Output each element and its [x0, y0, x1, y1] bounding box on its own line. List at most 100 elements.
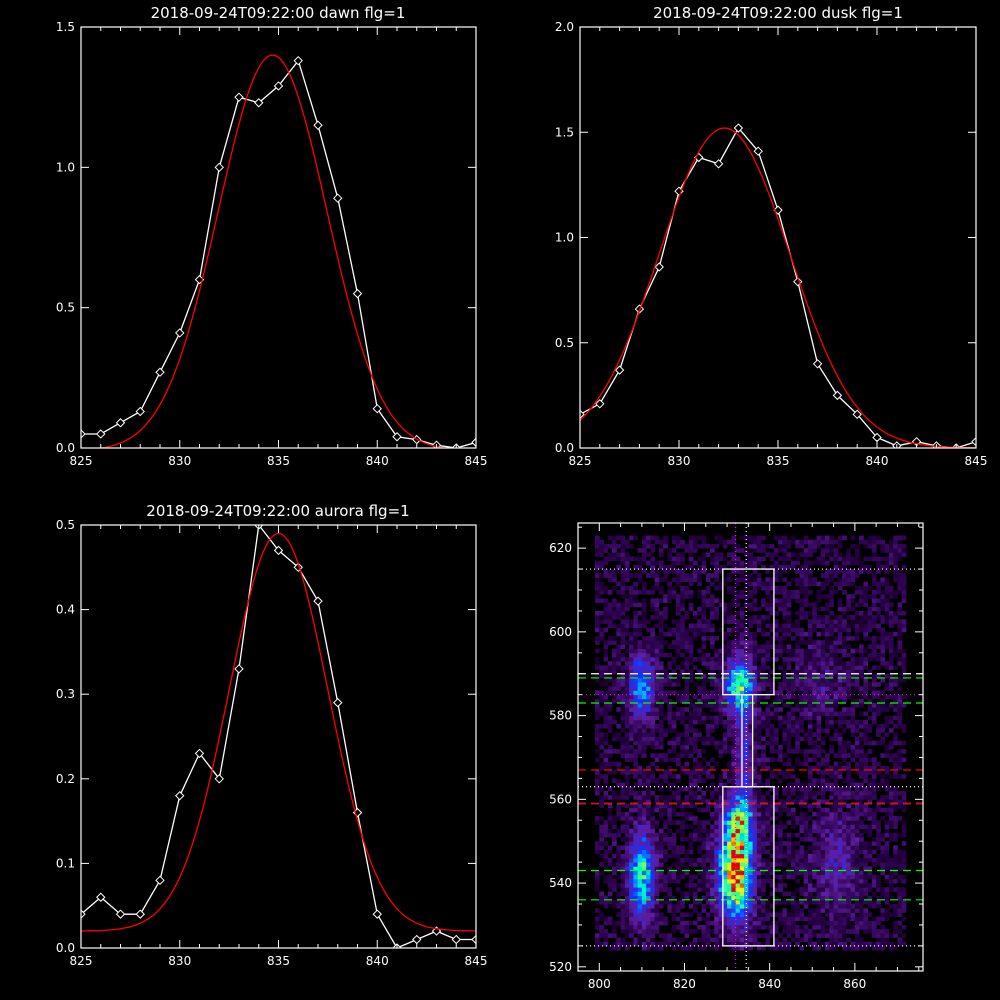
heatmap-cell	[735, 853, 741, 859]
heatmap-cell	[612, 862, 617, 867]
heatmap-cell	[808, 569, 813, 574]
heatmap-cell	[624, 866, 630, 871]
heatmap-cell	[786, 790, 792, 796]
heatmap-cell	[667, 665, 673, 670]
heatmap-cell	[850, 904, 856, 909]
heatmap-cell	[663, 535, 668, 541]
heatmap-cell	[744, 728, 749, 733]
heatmap-cell	[735, 857, 741, 863]
heatmap-cell	[654, 778, 660, 783]
heatmap-cell	[616, 581, 621, 587]
heatmap-cell	[769, 728, 775, 733]
heatmap-cell	[765, 690, 771, 696]
heatmap-cell	[718, 862, 724, 867]
data-point	[155, 367, 165, 377]
heatmap-cell	[854, 703, 860, 708]
heatmap-cell	[654, 648, 660, 654]
heatmap-cell	[705, 803, 711, 809]
heatmap-cell	[752, 615, 758, 620]
heatmap-cell	[667, 841, 673, 846]
heatmap-cell	[727, 845, 732, 850]
heatmap-cell	[739, 573, 745, 578]
heatmap-cell	[688, 548, 694, 553]
heatmap-cell	[765, 589, 771, 595]
heatmap-cell	[795, 569, 800, 574]
heatmap-cell	[744, 627, 749, 633]
heatmap-cell	[650, 912, 656, 917]
heatmap-cell	[629, 820, 634, 825]
heatmap-cell	[637, 870, 643, 876]
heatmap-cell	[637, 686, 643, 691]
heatmap-cell	[654, 904, 660, 909]
heatmap-cell	[786, 933, 792, 938]
heatmap-cell	[595, 790, 600, 796]
x-tick-label: 825	[569, 454, 592, 468]
heatmap-cell	[603, 904, 609, 909]
heatmap-cell	[654, 837, 660, 842]
heatmap-cell	[867, 895, 873, 901]
heatmap-cell	[782, 610, 788, 616]
heatmap-cell	[803, 904, 809, 909]
heatmap-cell	[646, 698, 651, 704]
heatmap-cell	[599, 698, 604, 704]
heatmap-cell	[671, 929, 677, 934]
heatmap-cell	[812, 606, 817, 612]
heatmap-cell	[778, 606, 783, 612]
heatmap-cell	[637, 648, 643, 654]
heatmap-cell	[607, 636, 613, 641]
heatmap-cell	[790, 807, 796, 813]
heatmap-cell	[671, 669, 677, 675]
heatmap-cell	[803, 853, 809, 859]
heatmap-cell	[799, 598, 805, 603]
heatmap-cell	[825, 640, 830, 645]
heatmap-cell	[812, 912, 817, 917]
heatmap-cell	[859, 669, 864, 675]
heatmap-cell	[803, 753, 809, 758]
heatmap-cell	[637, 828, 643, 834]
heatmap-cell	[825, 824, 830, 830]
heatmap-cell	[854, 916, 860, 922]
heatmap-cell	[769, 774, 775, 779]
heatmap-cell	[833, 732, 839, 737]
heatmap-cell	[693, 740, 698, 746]
heatmap-cell	[748, 816, 754, 821]
heatmap-cell	[846, 870, 851, 876]
heatmap-cell	[603, 874, 609, 880]
heatmap-cell	[607, 569, 613, 574]
heatmap-cell	[863, 753, 869, 758]
heatmap-cell	[829, 862, 834, 867]
y-tick-label: 0.3	[56, 687, 75, 701]
heatmap-cell	[603, 677, 609, 683]
heatmap-cell	[705, 891, 711, 897]
heatmap-cell	[846, 795, 851, 800]
heatmap-cell	[816, 933, 822, 938]
heatmap-cell	[850, 941, 856, 947]
heatmap-cell	[714, 899, 719, 905]
heatmap-cell	[654, 878, 660, 884]
heatmap-cell	[663, 883, 668, 888]
heatmap-cell	[710, 736, 715, 742]
heatmap-cell	[795, 908, 800, 913]
heatmap-cell	[782, 636, 788, 641]
heatmap-cell	[803, 749, 809, 754]
heatmap-cell	[710, 824, 715, 830]
heatmap-cell	[820, 694, 826, 700]
heatmap-cell	[688, 669, 694, 675]
heatmap-cell	[718, 795, 724, 800]
heatmap-cell	[650, 878, 656, 884]
heatmap-cell	[833, 569, 839, 574]
heatmap-cell	[752, 761, 758, 767]
heatmap-cell	[688, 824, 694, 830]
heatmap-cell	[701, 690, 707, 696]
heatmap-cell	[637, 556, 643, 562]
heatmap-cell	[863, 849, 869, 855]
heatmap-cell	[663, 757, 668, 763]
heatmap-cell	[633, 749, 639, 754]
plot-area	[81, 525, 476, 948]
heatmap-cell	[808, 874, 813, 880]
heatmap-cell	[714, 878, 719, 884]
heatmap-cell	[854, 619, 860, 624]
heatmap-cell	[756, 740, 762, 746]
heatmap-cell	[863, 732, 869, 737]
heatmap-cell	[744, 883, 749, 888]
